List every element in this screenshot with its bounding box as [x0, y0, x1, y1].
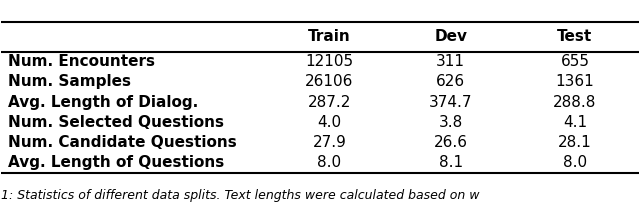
Text: 4.1: 4.1 — [563, 115, 587, 130]
Text: 374.7: 374.7 — [429, 95, 472, 110]
Text: Num. Selected Questions: Num. Selected Questions — [8, 115, 224, 130]
Text: 3.8: 3.8 — [438, 115, 463, 130]
Text: 288.8: 288.8 — [553, 95, 596, 110]
Text: Num. Encounters: Num. Encounters — [8, 54, 155, 69]
Text: Dev: Dev — [434, 29, 467, 45]
Text: 4.0: 4.0 — [317, 115, 342, 130]
Text: 1361: 1361 — [556, 74, 595, 89]
Text: Avg. Length of Questions: Avg. Length of Questions — [8, 155, 224, 170]
Text: 27.9: 27.9 — [312, 135, 346, 150]
Text: Train: Train — [308, 29, 351, 45]
Text: Num. Samples: Num. Samples — [8, 74, 131, 89]
Text: 26.6: 26.6 — [434, 135, 468, 150]
Text: 8.1: 8.1 — [438, 155, 463, 170]
Text: Avg. Length of Dialog.: Avg. Length of Dialog. — [8, 95, 198, 110]
Text: 8.0: 8.0 — [317, 155, 342, 170]
Text: 311: 311 — [436, 54, 465, 69]
Text: 287.2: 287.2 — [308, 95, 351, 110]
Text: 655: 655 — [561, 54, 589, 69]
Text: Test: Test — [557, 29, 593, 45]
Text: 626: 626 — [436, 74, 465, 89]
Text: 8.0: 8.0 — [563, 155, 587, 170]
Text: 12105: 12105 — [305, 54, 354, 69]
Text: Num. Candidate Questions: Num. Candidate Questions — [8, 135, 237, 150]
Text: 26106: 26106 — [305, 74, 354, 89]
Text: 28.1: 28.1 — [558, 135, 592, 150]
Text: 1: Statistics of different data splits. Text lengths were calculated based on w: 1: Statistics of different data splits. … — [1, 189, 480, 202]
